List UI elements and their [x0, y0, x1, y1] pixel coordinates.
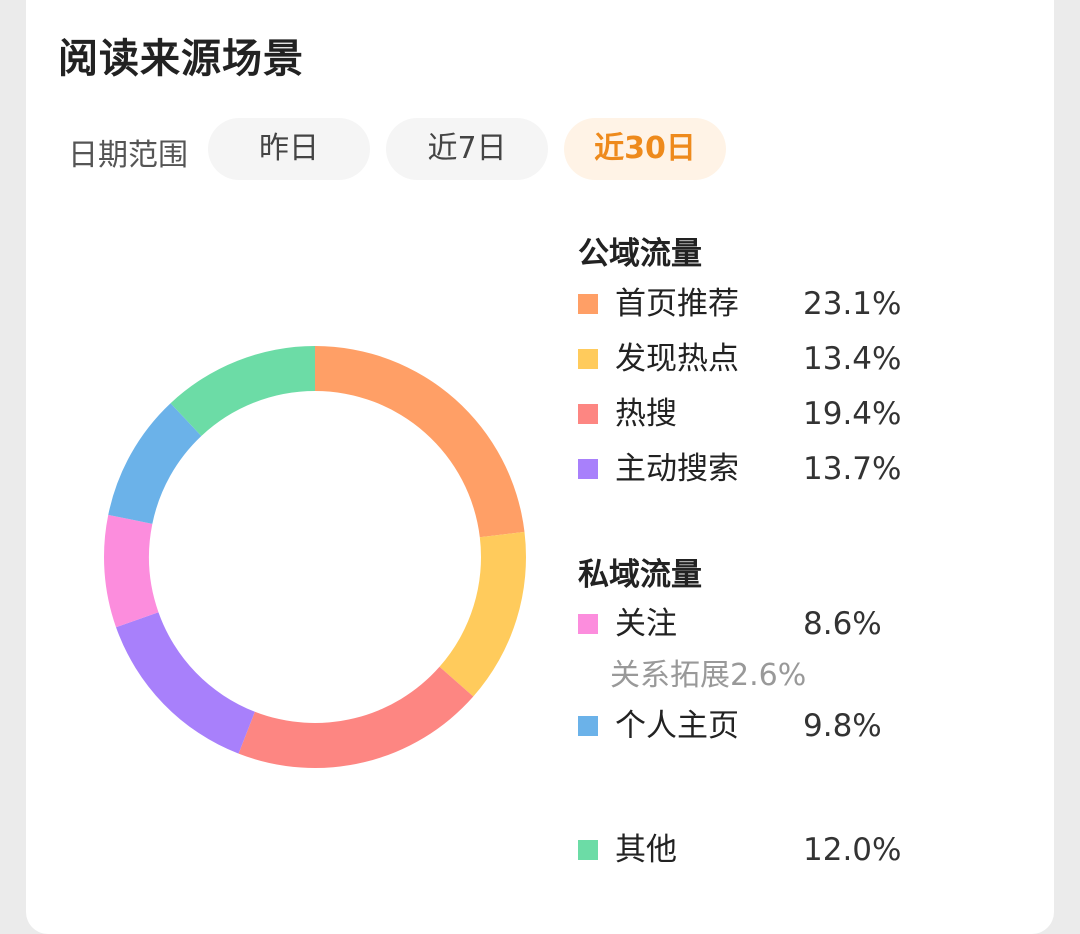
legend-value: 12.0%	[803, 832, 902, 868]
date-option-7-days[interactable]: 近7日	[386, 118, 548, 180]
legend-swatch	[578, 614, 598, 634]
legend-swatch	[578, 404, 598, 424]
donut-segment-2[interactable]	[238, 666, 474, 769]
donut-segment-1[interactable]	[439, 531, 526, 697]
legend-label: 主动搜索	[615, 451, 739, 487]
legend-value: 8.6%	[803, 606, 882, 642]
legend-swatch	[578, 459, 598, 479]
legend-value: 9.8%	[803, 708, 882, 744]
legend-value: 13.7%	[803, 451, 902, 487]
legend-label: 首页推荐	[615, 286, 739, 322]
legend-swatch	[578, 716, 598, 736]
legend-value: 13.4%	[803, 341, 902, 377]
legend-swatch	[578, 840, 598, 860]
date-range-label: 日期范围	[68, 138, 188, 173]
legend-value: 23.1%	[803, 286, 902, 322]
legend-public-title: 公域流量	[578, 236, 702, 272]
donut-segment-3[interactable]	[116, 612, 255, 754]
date-option-yesterday[interactable]: 昨日	[208, 118, 370, 180]
legend-value: 19.4%	[803, 396, 902, 432]
legend-label: 发现热点	[615, 341, 739, 377]
legend-sub-item-relation-expand: 关系拓展2.6%	[610, 658, 807, 693]
legend-private-title: 私域流量	[578, 557, 702, 593]
legend-label: 热搜	[615, 396, 677, 432]
donut-segment-4[interactable]	[104, 514, 159, 628]
card-title: 阅读来源场景	[58, 36, 304, 82]
legend-label: 其他	[615, 832, 677, 868]
legend-swatch	[578, 349, 598, 369]
legend-label: 关注	[615, 606, 677, 642]
date-option-30-days[interactable]: 近30日	[564, 118, 726, 180]
legend-label: 个人主页	[615, 708, 739, 744]
donut-segment-5[interactable]	[108, 403, 202, 524]
donut-segment-0[interactable]	[315, 346, 525, 538]
legend-swatch	[578, 294, 598, 314]
donut-segment-6[interactable]	[170, 346, 315, 436]
